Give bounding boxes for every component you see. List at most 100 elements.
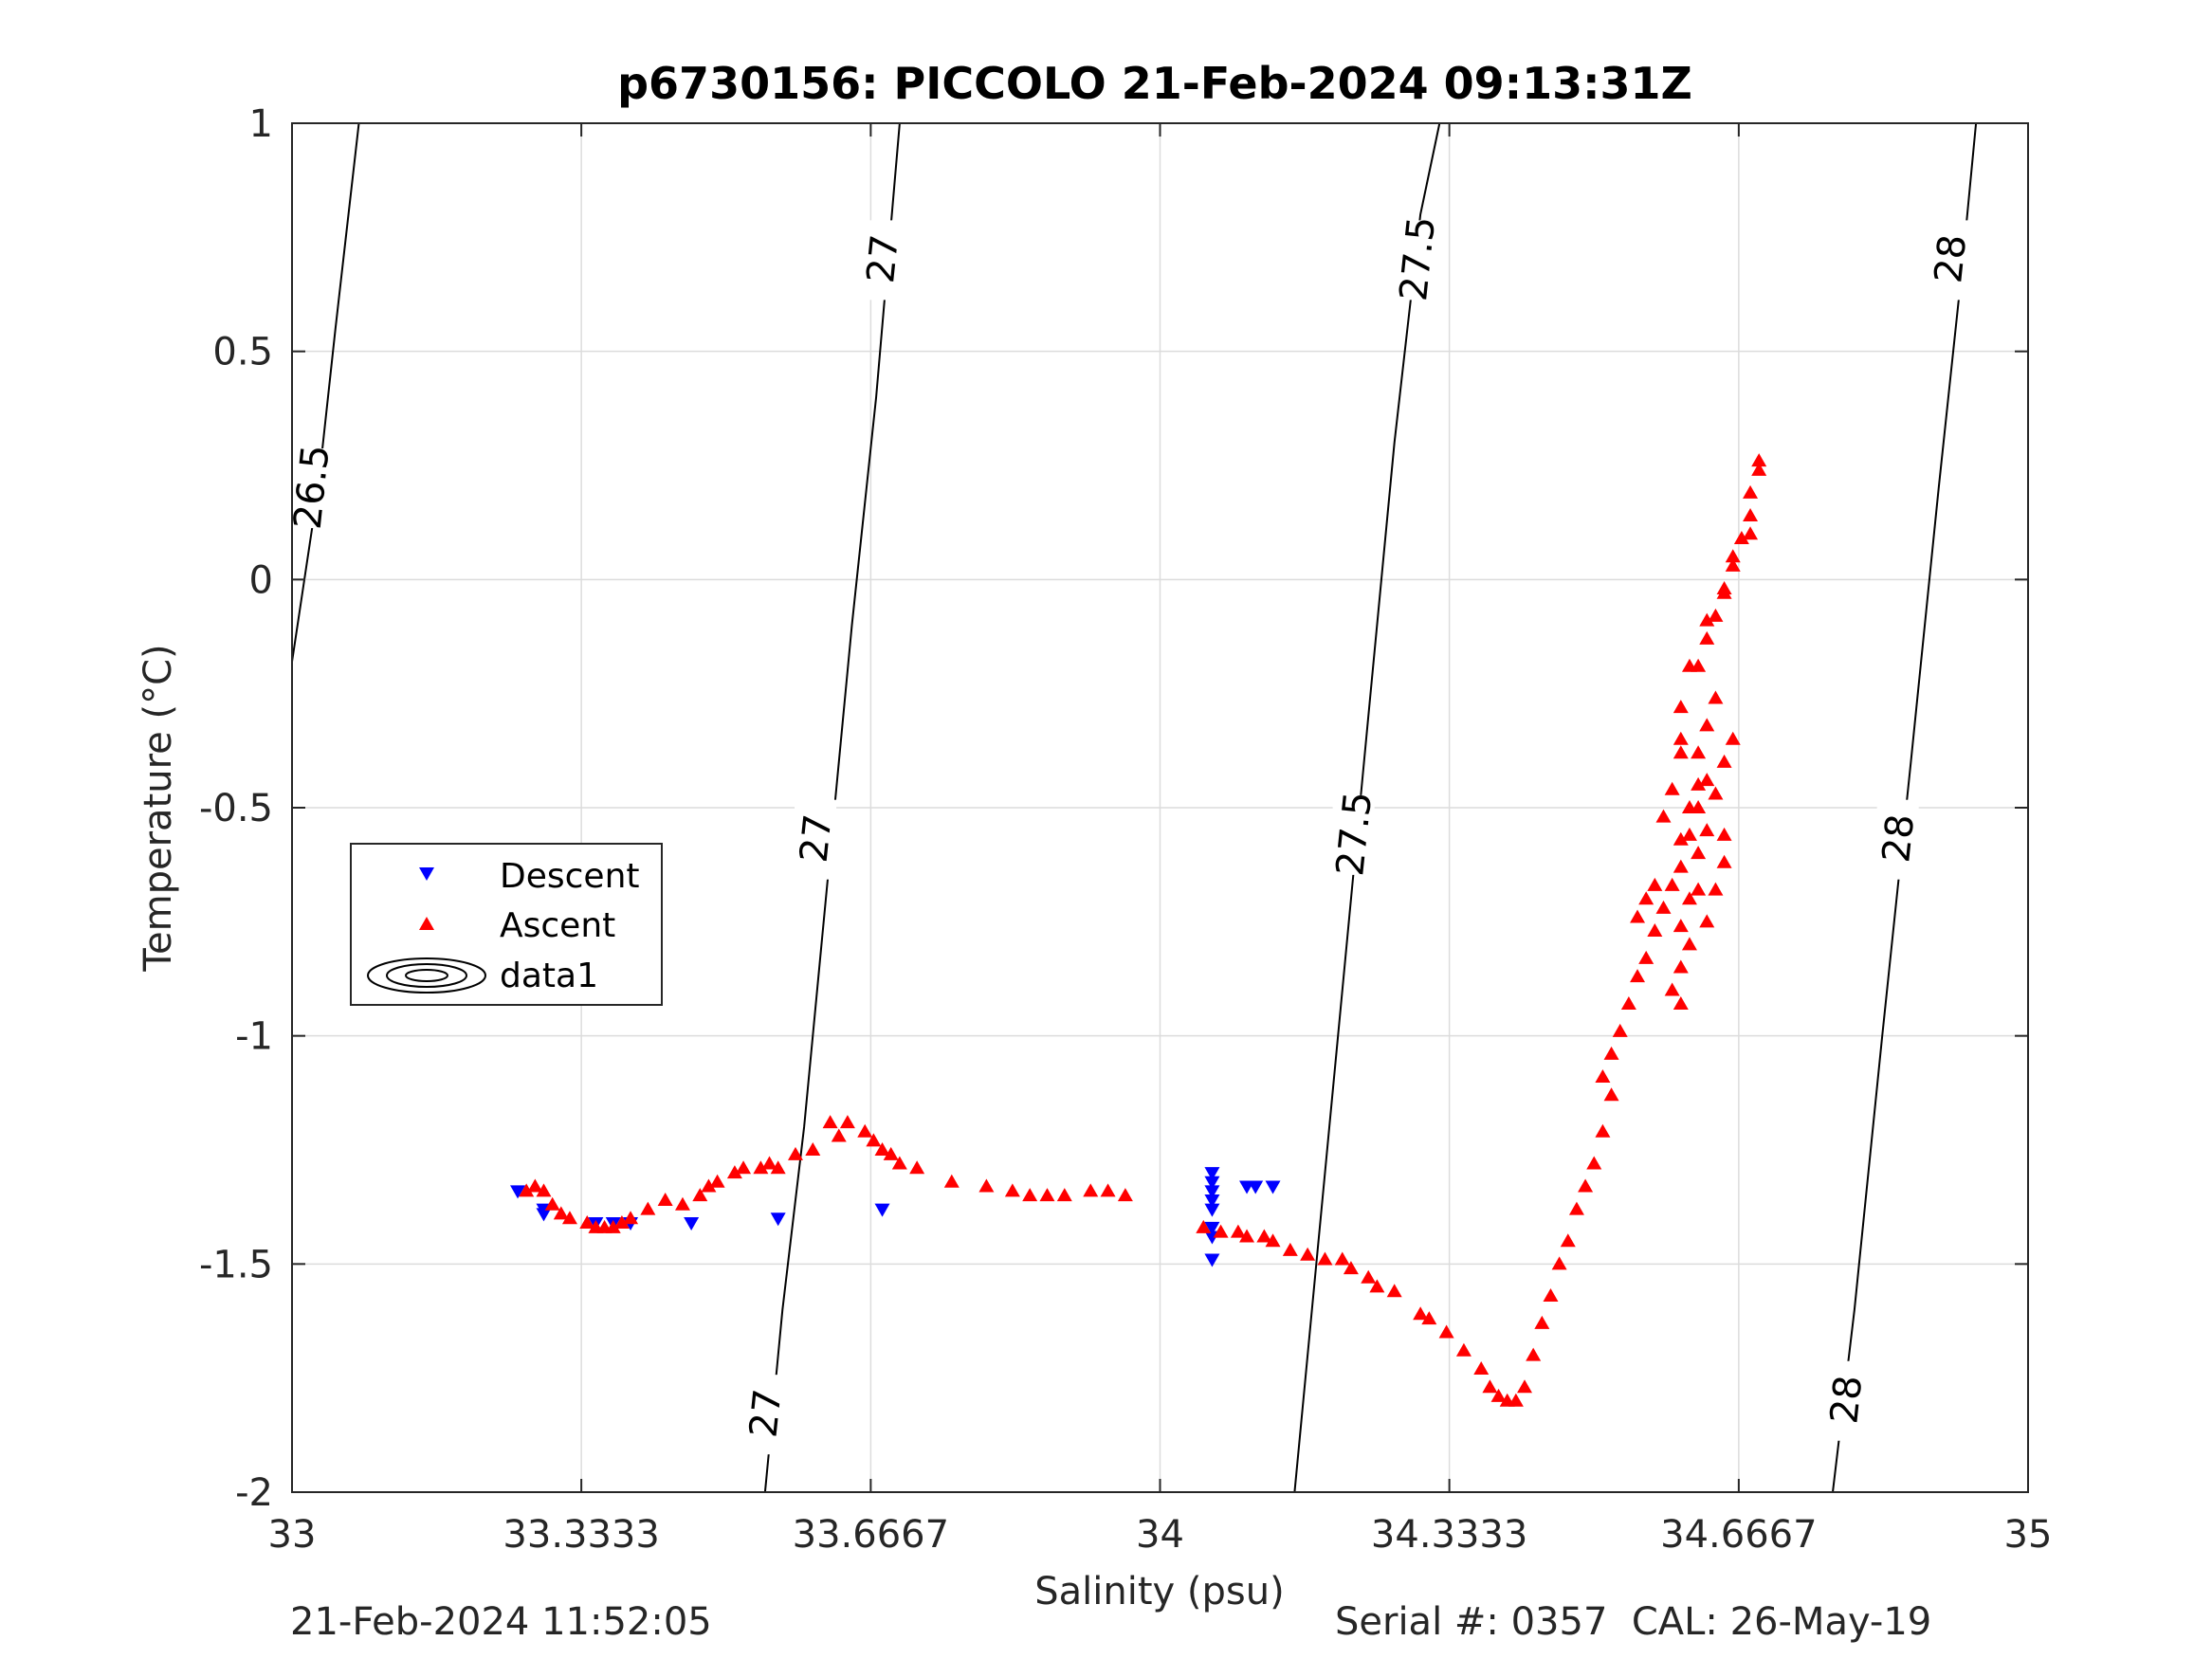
- x-tick-label: 35: [2004, 1513, 2053, 1557]
- y-tick-label: -1.5: [199, 1243, 273, 1286]
- ascent-point: [1317, 1251, 1333, 1266]
- contour-label-bg: [290, 448, 333, 529]
- ascent-point: [1681, 658, 1697, 672]
- ascent-point: [1673, 731, 1689, 745]
- legend: Descent Ascent data1: [350, 843, 663, 1006]
- descent-point: [1204, 1185, 1220, 1199]
- descent-point: [684, 1217, 700, 1231]
- contour-label-bg: [743, 1375, 786, 1455]
- ascent-point: [1543, 1288, 1559, 1303]
- y-tick-label: -2: [235, 1471, 273, 1515]
- ascent-point: [1578, 1178, 1594, 1193]
- contour-label: 27: [741, 1387, 790, 1439]
- x-tick-label: 33: [268, 1513, 317, 1557]
- ascent-point: [1386, 1284, 1402, 1298]
- ascent-point: [1421, 1311, 1437, 1325]
- ascent-point: [1083, 1183, 1099, 1197]
- ascent-point: [1630, 909, 1646, 923]
- ascent-point: [1673, 995, 1689, 1010]
- contour-label: 27.5: [1328, 790, 1380, 878]
- contour-label: 26.5: [286, 443, 338, 531]
- y-tick-label: -0.5: [199, 787, 273, 830]
- ascent-point: [536, 1183, 552, 1197]
- ascent-point: [1664, 781, 1680, 795]
- ascent-point: [1603, 1087, 1619, 1102]
- ascent-point: [1691, 800, 1707, 813]
- ascent-point: [1300, 1247, 1316, 1261]
- legend-label-ascent: Ascent: [500, 906, 615, 945]
- ascent-point: [1716, 827, 1732, 841]
- ascent-point: [1681, 827, 1697, 841]
- contour-label-bg: [1929, 220, 1971, 301]
- descent-point: [536, 1208, 552, 1222]
- ascent-point: [1551, 1256, 1567, 1270]
- y-axis-label: Temperature (°C): [137, 644, 180, 972]
- ascent-point: [874, 1142, 890, 1156]
- ascent-point: [1239, 1229, 1255, 1243]
- descent-point: [1204, 1176, 1220, 1190]
- ascent-point: [1691, 882, 1707, 896]
- descent-point: [1204, 1194, 1220, 1208]
- ascent-point: [1473, 1361, 1490, 1376]
- contour-label-bg: [861, 220, 904, 301]
- descent-point: [1248, 1180, 1264, 1194]
- ascent-point: [1751, 462, 1767, 476]
- ascent-point: [1681, 937, 1697, 951]
- ascent-point: [1117, 1188, 1133, 1202]
- ascent-point: [1699, 823, 1715, 837]
- ascent-point: [692, 1188, 708, 1202]
- ascent-point: [1517, 1379, 1533, 1394]
- x-tick-label: 33.6667: [793, 1513, 949, 1557]
- density-contour-line: [291, 122, 360, 663]
- ascent-point: [1230, 1224, 1246, 1238]
- ascent-point: [1265, 1233, 1281, 1248]
- ascent-point: [1673, 919, 1689, 933]
- ascent-point: [1256, 1229, 1272, 1243]
- legend-marker-contour: [367, 957, 486, 994]
- ascent-point: [1743, 507, 1759, 521]
- y-tick-label: -1: [235, 1015, 273, 1059]
- ascent-point: [1733, 531, 1749, 545]
- ascent-point: [1708, 690, 1724, 704]
- ascent-point: [1716, 580, 1732, 594]
- ascent-point: [1699, 718, 1715, 732]
- ascent-point: [1586, 1156, 1602, 1170]
- ascent-point: [1647, 877, 1663, 891]
- density-contour-line: [763, 122, 901, 1493]
- ascent-point: [1664, 982, 1680, 996]
- ascent-point: [1438, 1324, 1454, 1339]
- ascent-point: [1655, 900, 1672, 914]
- ascent-point: [1673, 831, 1689, 846]
- ascent-point: [822, 1115, 838, 1129]
- ascent-point: [1196, 1219, 1212, 1233]
- ascent-point: [1603, 1046, 1619, 1060]
- ascent-point: [519, 1183, 535, 1197]
- ascent-point: [553, 1206, 569, 1220]
- ascent-point: [1691, 776, 1707, 791]
- axis-ticks: 33 33.3333 33.6667 34 34.3333 34.6667 35 1 0.5 0 -…: [199, 102, 2053, 1557]
- legend-label-contour: data1: [500, 957, 598, 995]
- contour-label: 28: [1927, 232, 1975, 284]
- ascent-point: [1725, 557, 1741, 572]
- x-axis-label: Salinity (psu): [1034, 1570, 1284, 1613]
- descent-point: [1204, 1221, 1220, 1235]
- ascent-point: [726, 1165, 742, 1179]
- descent-point: [770, 1212, 786, 1227]
- footer-timestamp: 21-Feb-2024 11:52:05: [290, 1600, 712, 1644]
- ascent-point: [1595, 1123, 1611, 1138]
- ascent-point: [1413, 1306, 1429, 1321]
- ascent-point: [770, 1160, 786, 1175]
- ascent-point: [909, 1160, 925, 1175]
- ascent-point: [544, 1196, 560, 1211]
- ascent-point: [866, 1133, 882, 1147]
- x-tick-label: 33.3333: [503, 1513, 659, 1557]
- ascent-point: [753, 1160, 769, 1175]
- ascent-point: [579, 1215, 595, 1230]
- contour-label: 27.5: [1392, 214, 1444, 302]
- ascent-point: [1369, 1279, 1385, 1293]
- ascent-point: [1716, 854, 1732, 868]
- ascent-point: [1630, 969, 1646, 983]
- ascent-point: [839, 1115, 855, 1129]
- data-points: [510, 453, 1767, 1407]
